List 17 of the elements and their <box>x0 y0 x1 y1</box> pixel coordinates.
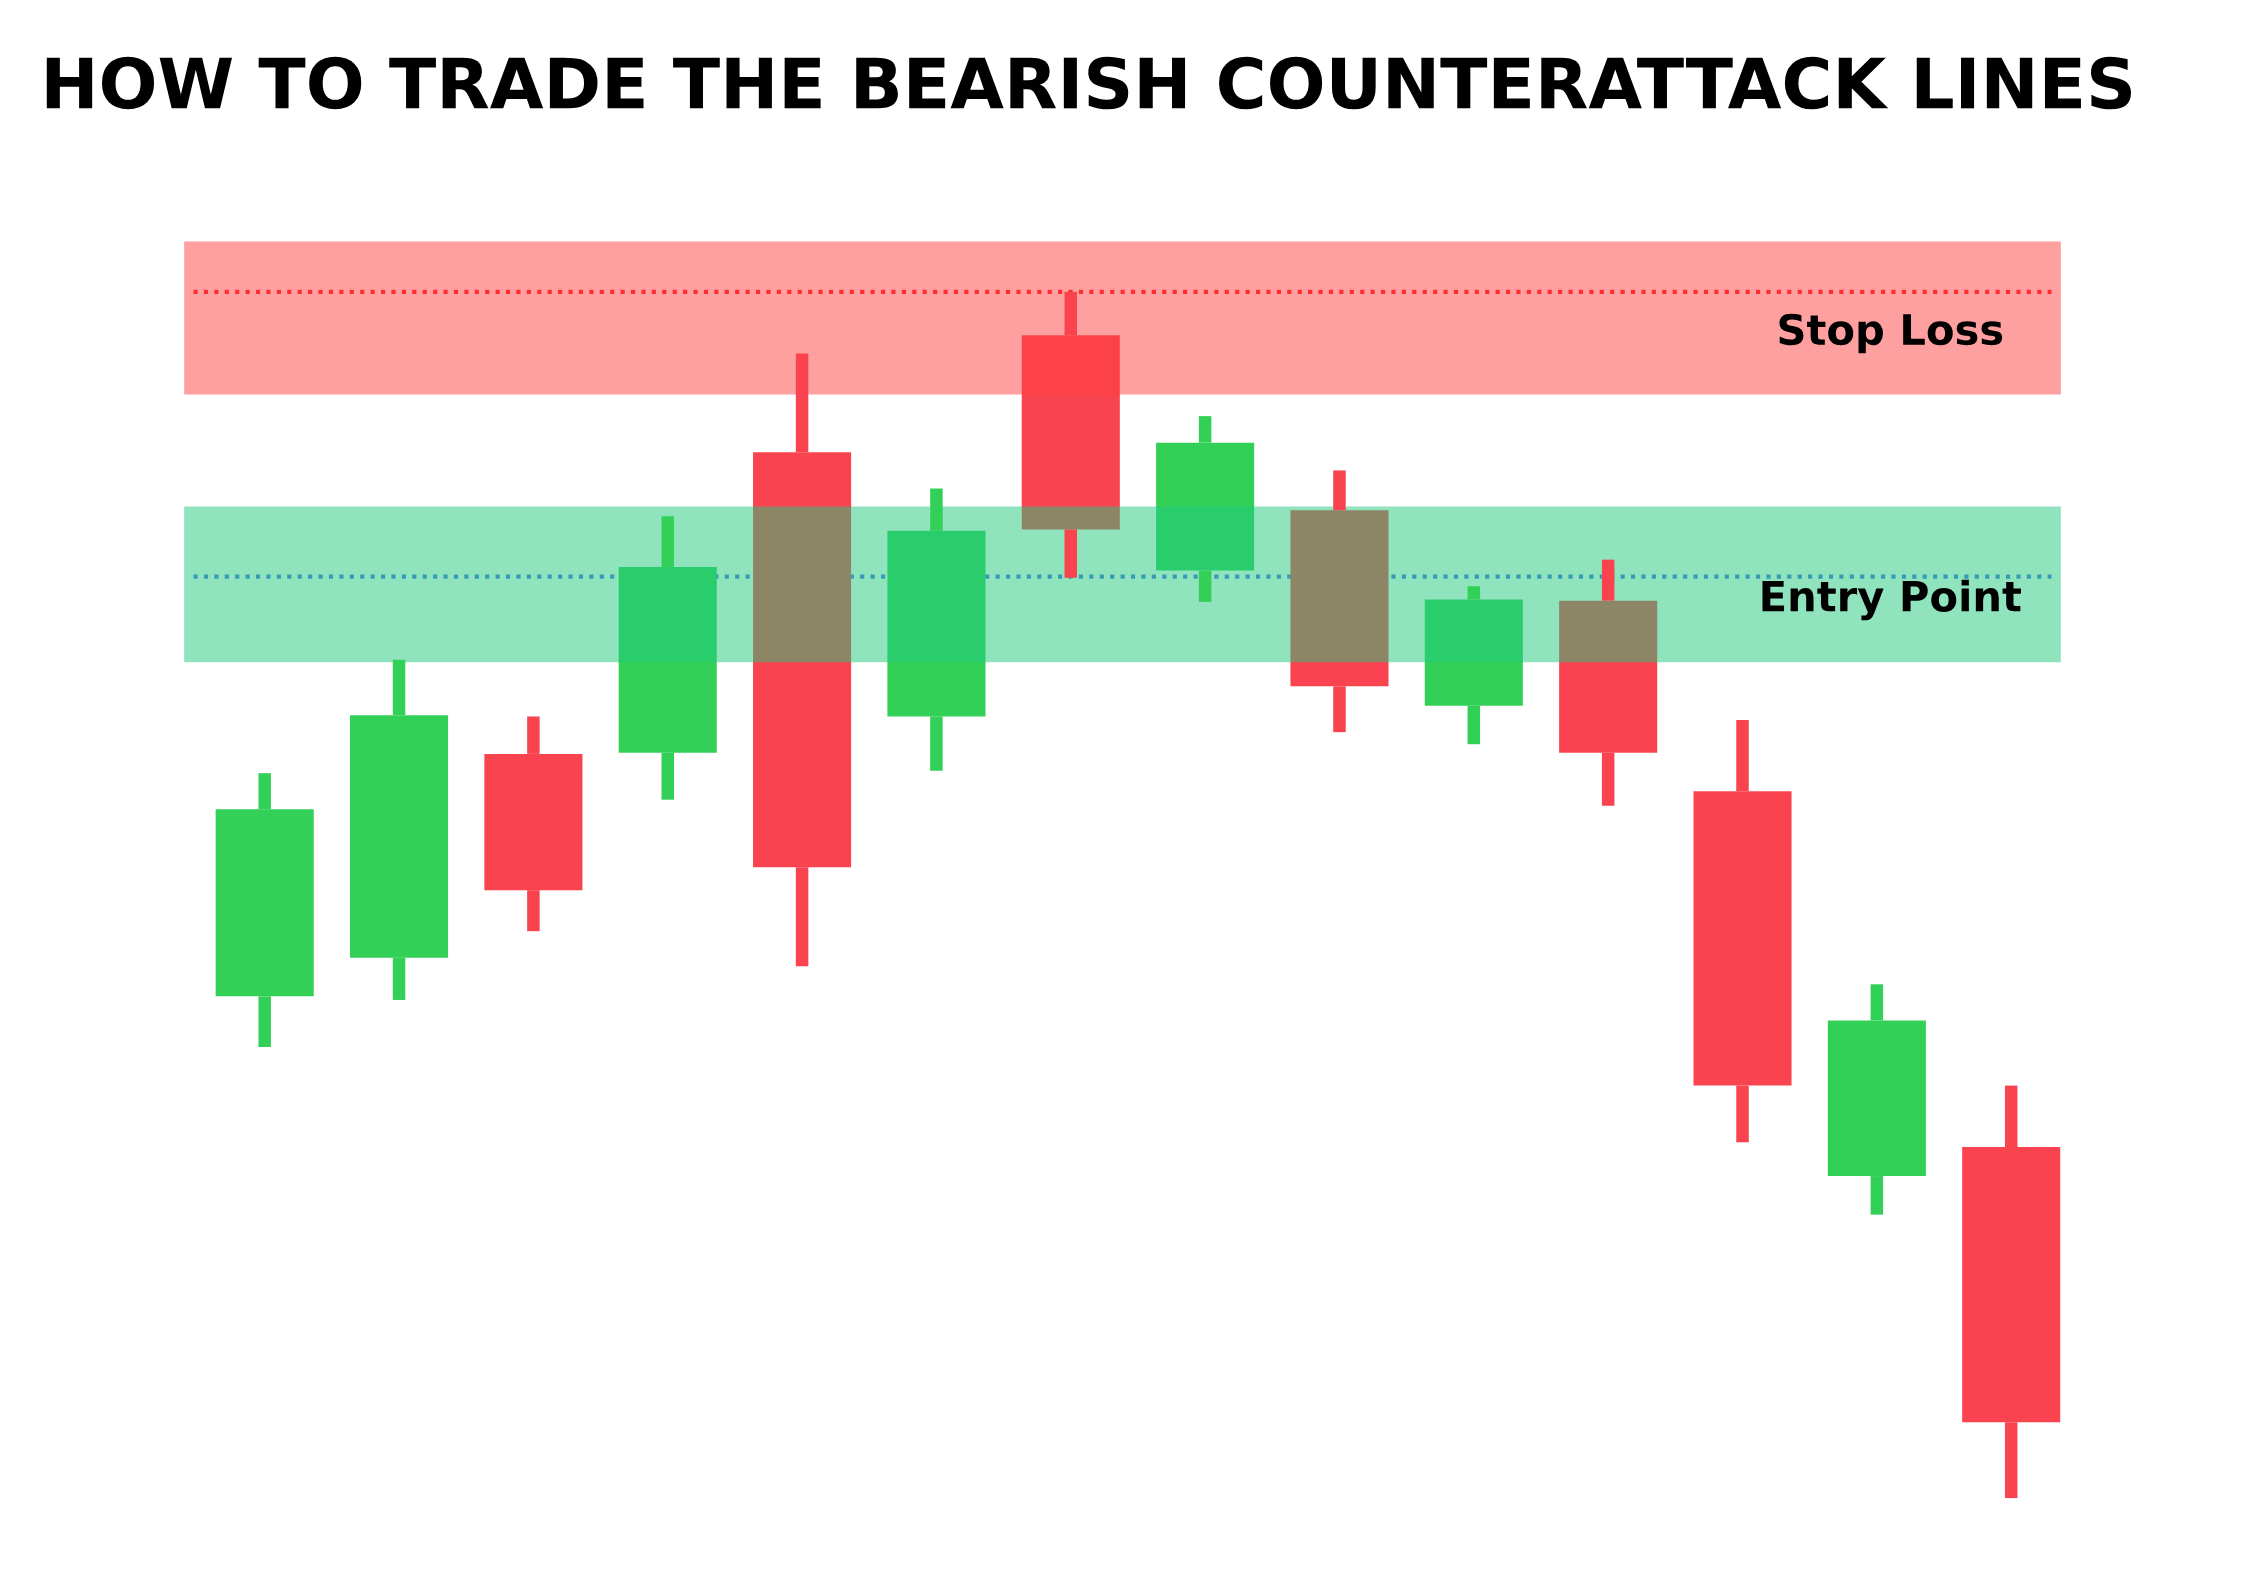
band-label: Stop Loss <box>1779 313 2003 354</box>
candlestick <box>350 659 449 1000</box>
candlestick <box>1424 586 1523 745</box>
candlestick <box>1290 470 1389 733</box>
candlestick <box>1021 291 1120 578</box>
band-label: Entry Point <box>1762 579 2021 621</box>
candlestick <box>753 353 852 967</box>
candlestick <box>215 773 314 1047</box>
chart-title: HOW TO TRADE THE BEARISH COUNTERATTACK LINES <box>46 56 2131 110</box>
candlestick <box>1962 1085 2061 1499</box>
candlestick <box>1156 416 1255 602</box>
candlestick <box>484 716 583 932</box>
candlestick <box>1827 984 1926 1215</box>
candlestick <box>1693 720 1792 1143</box>
candlestick <box>618 516 717 800</box>
candlestick <box>1559 559 1658 806</box>
candlestick <box>887 488 986 771</box>
